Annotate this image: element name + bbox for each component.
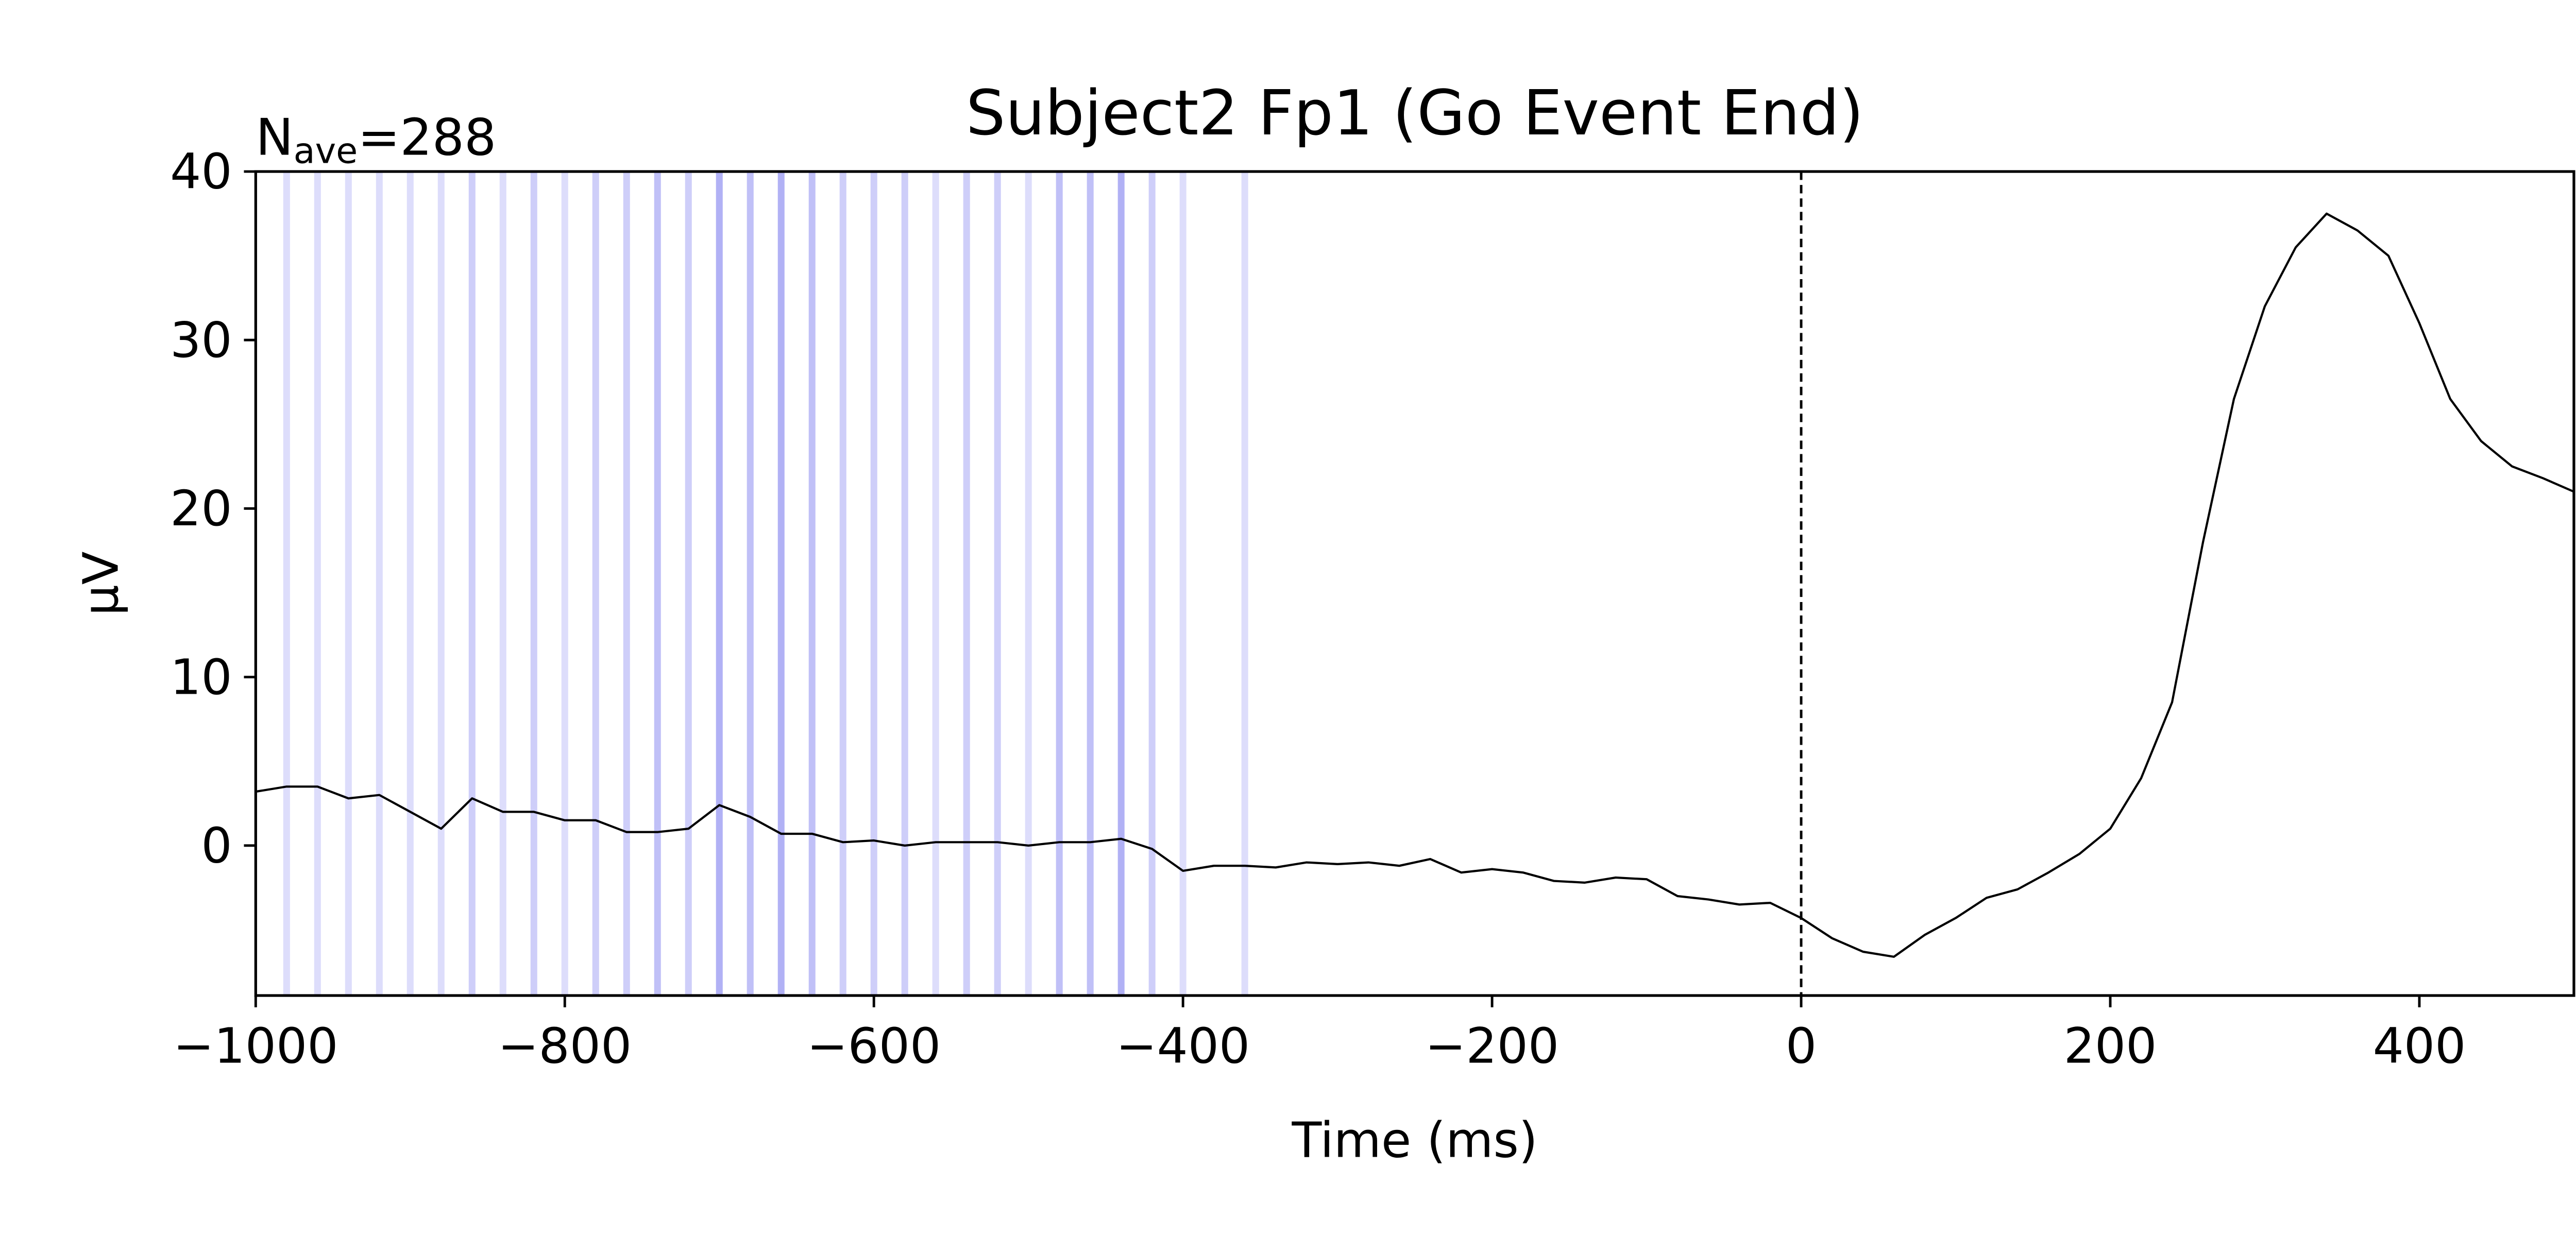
- y-tick-label: 40: [170, 144, 232, 200]
- chart-title: Subject2 Fp1 (Go Event End): [966, 77, 1863, 149]
- y-tick-label: 0: [201, 818, 232, 874]
- x-tick-label: −400: [1116, 1018, 1250, 1075]
- x-tick-label: −600: [807, 1018, 941, 1075]
- annotation: Nave=288: [256, 108, 496, 171]
- y-tick-label: 30: [170, 312, 232, 369]
- x-tick-label: −800: [498, 1018, 632, 1075]
- data-line: [256, 212, 2574, 958]
- y-tick-label: 20: [170, 480, 232, 537]
- annotation-rest: =288: [358, 108, 496, 167]
- x-tick-label: 0: [1786, 1018, 1817, 1075]
- event-lines: [283, 171, 1248, 996]
- plot-frame: [254, 170, 2575, 997]
- x-tick-label: 400: [2373, 1018, 2466, 1075]
- x-tick-label: −1000: [173, 1018, 338, 1075]
- x-tick-label: 200: [2064, 1018, 2157, 1075]
- x-axis-label: Time (ms): [1291, 1112, 1537, 1169]
- y-axis-label: µV: [73, 552, 130, 616]
- annotation-sub: ave: [294, 131, 358, 172]
- annotation-base: N: [256, 108, 293, 167]
- x-tick-label: −200: [1425, 1018, 1559, 1075]
- y-tick-label: 10: [170, 649, 232, 706]
